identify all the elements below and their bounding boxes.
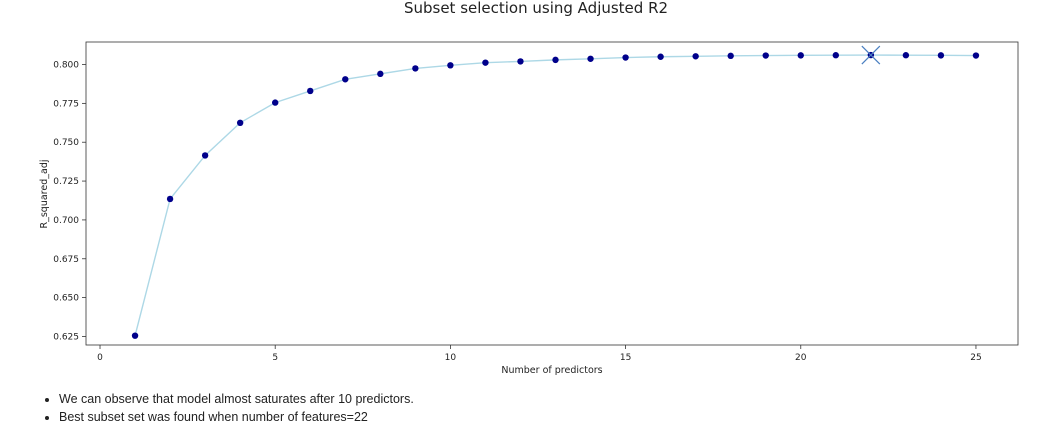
data-point bbox=[552, 56, 559, 64]
data-point bbox=[307, 87, 314, 95]
plot-frame bbox=[85, 41, 1019, 346]
data-point bbox=[201, 152, 209, 159]
data-point bbox=[832, 52, 840, 59]
data-point bbox=[342, 76, 349, 83]
data-point bbox=[727, 52, 734, 60]
data-point bbox=[377, 70, 384, 78]
x-tick-label: 5 bbox=[272, 353, 278, 363]
data-point bbox=[937, 52, 945, 59]
data-point bbox=[447, 62, 454, 69]
data-point bbox=[517, 58, 524, 65]
data-point bbox=[166, 195, 174, 203]
y-tick-label: 0.650 bbox=[53, 294, 79, 304]
data-point bbox=[587, 55, 594, 62]
adjusted-r2-chart: Subset selection using Adjusted R2 0 5 10 1… bbox=[39, 0, 1019, 376]
y-tick-label: 0.700 bbox=[53, 216, 79, 226]
x-tick-label: 0 bbox=[97, 353, 103, 363]
data-point bbox=[482, 59, 489, 66]
data-point bbox=[236, 119, 244, 127]
chart-title: Subset selection using Adjusted R2 bbox=[404, 0, 668, 17]
y-tick-label: 0.750 bbox=[53, 138, 79, 148]
observation-item: Best subset set was found when number of… bbox=[59, 409, 414, 427]
y-tick-label: 0.675 bbox=[53, 255, 79, 265]
data-point bbox=[692, 53, 699, 60]
y-tick-label: 0.800 bbox=[53, 61, 79, 71]
best-marker-stroke bbox=[861, 45, 881, 65]
data-point bbox=[622, 54, 629, 61]
data-point bbox=[902, 52, 910, 59]
r2-points bbox=[131, 51, 980, 339]
data-point bbox=[131, 332, 139, 339]
x-tick-label: 20 bbox=[795, 353, 807, 363]
y-tick-label: 0.775 bbox=[53, 99, 79, 109]
y-axis-label: R_squared_adj bbox=[39, 160, 50, 229]
data-point bbox=[762, 52, 769, 59]
x-axis-label: Number of predictors bbox=[501, 365, 602, 376]
data-point bbox=[272, 99, 279, 106]
x-axis: 0 5 10 15 20 25 bbox=[97, 345, 982, 363]
y-tick-label: 0.625 bbox=[53, 332, 79, 342]
data-point bbox=[657, 53, 664, 60]
data-point bbox=[412, 65, 419, 72]
y-tick-label: 0.725 bbox=[53, 177, 79, 187]
best-subset-marker bbox=[861, 45, 881, 65]
x-tick-label: 25 bbox=[970, 353, 981, 363]
data-point bbox=[972, 52, 980, 59]
data-point bbox=[797, 52, 804, 59]
x-tick-label: 15 bbox=[620, 353, 631, 363]
observation-item: We can observe that model almost saturat… bbox=[59, 391, 414, 409]
observations-list: We can observe that model almost saturat… bbox=[40, 391, 414, 426]
y-axis: 0.625 0.650 0.675 0.700 0.725 0.750 0.775 0.800 bbox=[53, 61, 86, 342]
r2-line bbox=[134, 54, 976, 336]
x-tick-label: 10 bbox=[445, 353, 457, 363]
